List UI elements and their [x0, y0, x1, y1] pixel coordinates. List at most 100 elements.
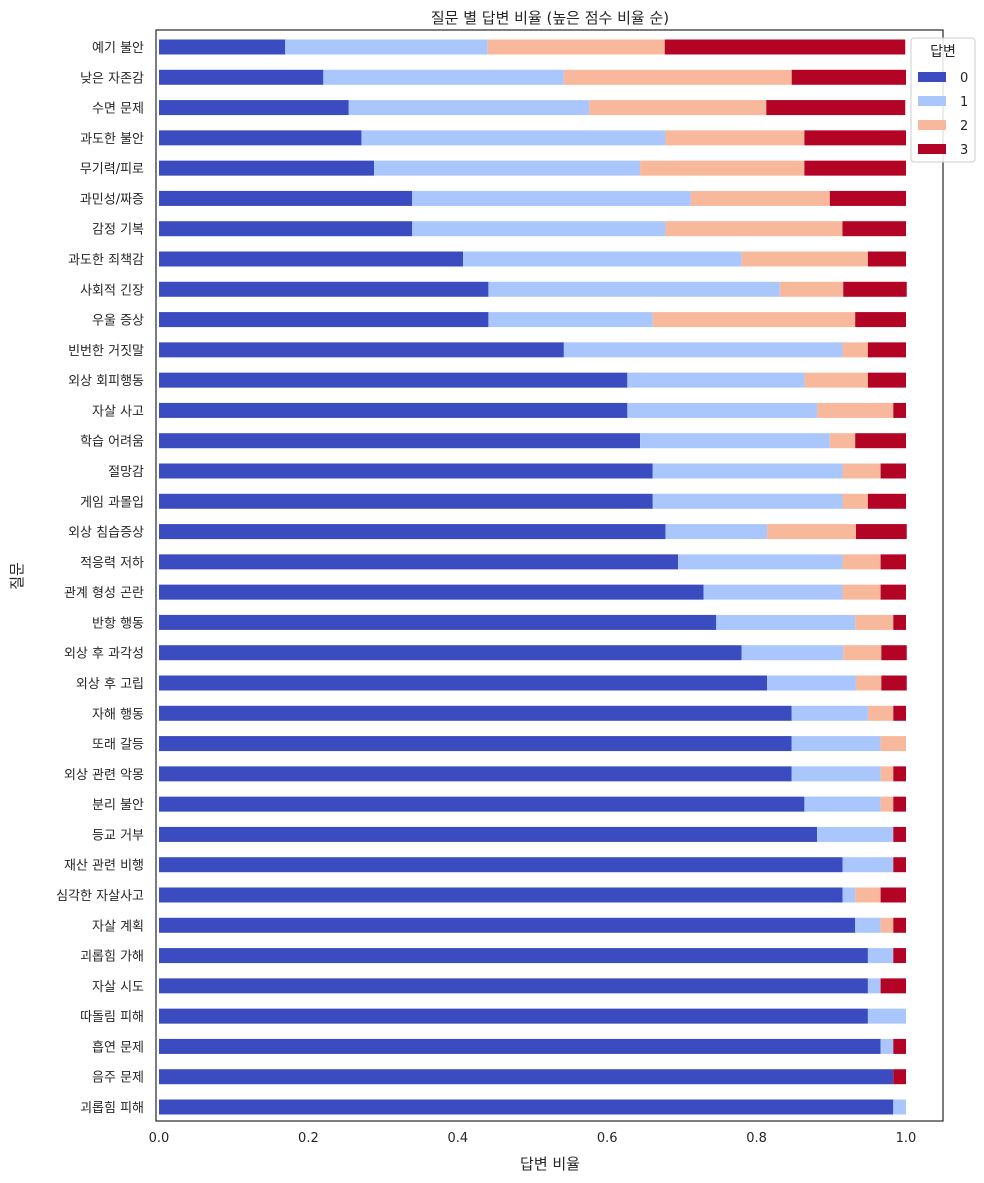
bar-segment-3-row-18 [880, 554, 906, 570]
bar-segment-2-row-2 [563, 69, 792, 85]
bar-segment-2-row-7 [665, 221, 843, 237]
bar-segment-3-row-12 [867, 372, 906, 388]
bar-segment-2-row-1 [487, 39, 665, 55]
y-tick-label: 과민성/짜증 [80, 192, 144, 207]
bar-segment-3-row-9 [843, 281, 907, 297]
bar-segment-1-row-23 [791, 705, 868, 721]
y-tick-label: 관계 형성 곤란 [64, 586, 144, 601]
x-axis-label: 답변 비율 [520, 1155, 580, 1173]
bar-segment-2-row-10 [652, 312, 856, 328]
bar-segment-0-row-13 [159, 402, 628, 418]
bar-segment-2-row-8 [741, 251, 868, 267]
y-tick-label: 예기 불안 [92, 41, 144, 56]
bar-segment-3-row-16 [867, 493, 906, 509]
bar-segment-1-row-2 [323, 69, 564, 85]
bar-segment-1-row-31 [867, 948, 894, 964]
bar-segment-0-row-28 [159, 857, 843, 873]
bar-segment-3-row-27 [893, 826, 906, 842]
bar-segment-1-row-26 [804, 796, 881, 812]
bar-segment-2-row-20 [855, 614, 894, 630]
bar-segment-2-row-11 [842, 342, 868, 358]
bar-segment-3-row-28 [893, 857, 906, 873]
bar-segment-2-row-25 [880, 766, 894, 782]
y-tick-label: 자살 시도 [92, 980, 144, 995]
x-tick-label: 0.6 [597, 1131, 618, 1146]
bar-segment-0-row-7 [159, 221, 413, 237]
bar-segment-3-row-7 [842, 221, 906, 237]
bar-segment-3-row-22 [881, 675, 907, 691]
bar-segment-1-row-21 [741, 645, 844, 661]
bar-segment-3-row-6 [829, 190, 906, 206]
legend-swatch-1 [918, 96, 946, 106]
bar-segment-2-row-16 [842, 493, 868, 509]
bar-segment-3-row-15 [880, 463, 906, 479]
legend-swatch-2 [918, 120, 946, 130]
bar-segment-1-row-33 [867, 1008, 906, 1024]
y-tick-label: 등교 거부 [92, 828, 144, 843]
bar-segment-1-row-11 [563, 342, 843, 358]
bar-segment-1-row-8 [463, 251, 742, 267]
bar-segment-2-row-4 [665, 130, 805, 146]
plot-frame [155, 29, 944, 1122]
bar-segment-2-row-30 [880, 917, 894, 933]
legend-label-0: 0 [960, 71, 968, 86]
bar-segment-1-row-7 [412, 221, 666, 237]
bar-segment-3-row-23 [893, 705, 906, 721]
bar-segment-3-row-14 [855, 433, 906, 449]
bar-segment-2-row-9 [779, 281, 844, 297]
bar-segment-0-row-8 [159, 251, 464, 267]
bar-segment-3-row-26 [893, 796, 906, 812]
bar-segment-3-row-11 [867, 342, 906, 358]
bar-segment-1-row-25 [791, 766, 881, 782]
bar-segment-1-row-32 [867, 978, 881, 994]
bar-segment-0-row-27 [159, 826, 818, 842]
bar-segment-2-row-13 [817, 402, 894, 418]
bar-segment-0-row-29 [159, 887, 843, 903]
y-tick-label: 반항 행동 [92, 615, 144, 631]
bar-segment-0-row-4 [159, 130, 362, 146]
bars-group [159, 39, 907, 1115]
y-tick-label: 따돌림 피해 [80, 1010, 144, 1025]
bar-segment-2-row-5 [640, 160, 805, 176]
y-tick-label: 우울 증상 [92, 314, 144, 329]
bar-segment-1-row-27 [817, 826, 894, 842]
y-tick-label: 음주 문제 [92, 1071, 144, 1086]
x-tick-label: 0.0 [149, 1131, 170, 1146]
y-tick-label: 적응력 저하 [80, 556, 144, 571]
bar-segment-0-row-16 [159, 493, 653, 509]
bar-segment-1-row-12 [627, 372, 805, 388]
bar-segment-3-row-31 [893, 948, 906, 964]
bar-segment-0-row-6 [159, 190, 413, 206]
bar-segment-0-row-32 [159, 978, 868, 994]
y-tick-label: 외상 후 고립 [76, 677, 144, 692]
bar-segment-0-row-34 [159, 1038, 881, 1054]
bar-segment-0-row-17 [159, 524, 666, 540]
bar-segment-3-row-30 [893, 917, 906, 933]
bar-segment-3-row-3 [766, 100, 906, 116]
y-tick-label: 사회적 긴장 [80, 283, 144, 298]
bar-segment-1-row-16 [652, 493, 843, 509]
y-tick-label: 학습 어려움 [80, 435, 144, 450]
bar-segment-1-row-9 [488, 281, 780, 297]
legend-items: 0 1 2 3 [918, 71, 968, 158]
y-tick-label: 흡연 문제 [92, 1040, 144, 1055]
bar-segment-0-row-21 [159, 645, 742, 661]
bar-segment-1-row-34 [880, 1038, 894, 1054]
y-tick-label: 과도한 죄책감 [68, 253, 144, 268]
bar-segment-2-row-19 [842, 584, 881, 600]
legend-swatch-3 [918, 144, 946, 154]
bar-segment-3-row-2 [791, 69, 906, 85]
y-tick-label: 외상 관련 악몽 [64, 768, 144, 783]
bar-segment-1-row-10 [488, 312, 653, 328]
y-tick-label: 자살 사고 [92, 404, 144, 419]
bar-segment-2-row-6 [690, 190, 830, 206]
bar-segment-2-row-21 [843, 645, 882, 661]
bar-segment-1-row-14 [640, 433, 830, 449]
y-tick-label: 게임 과몰입 [80, 495, 144, 510]
bar-segment-1-row-29 [842, 887, 856, 903]
bar-segment-0-row-24 [159, 736, 792, 752]
bar-segment-0-row-1 [159, 39, 286, 55]
y-tick-label: 자해 행동 [92, 706, 144, 722]
chart-title: 질문 별 답변 비율 (높은 점수 비율 순) [431, 9, 669, 27]
